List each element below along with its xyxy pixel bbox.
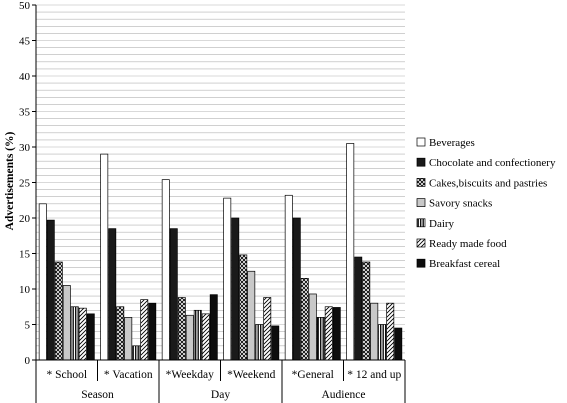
bar-cakes-biscuits-and-pastries-2 [177,297,186,361]
bar-beverages-0 [38,203,47,361]
bar-ready-made-food-3 [263,297,272,361]
y-tick-label: 35 [19,107,31,119]
bar-breakfast-cereal-5 [394,327,403,361]
bar-dairy-2 [193,309,202,361]
legend-label: Cakes,biscuits and pastries [429,177,547,189]
legend: Beverages Chocolate and confectionery Cake… [416,137,556,270]
y-tick-label: 0 [25,355,31,367]
legend-swatch [416,157,426,167]
category-label: *General [292,369,334,381]
bars [38,143,403,361]
bar-breakfast-cereal-3 [271,325,280,361]
bar-ready-made-food-5 [386,302,395,361]
axes: 0 5 10 15 20 25 30 35 40 45 50 * School * Vacation *W… [19,0,406,403]
bar-dairy-3 [255,324,264,361]
category-label: * Vacation [104,369,153,381]
bar-cakes-biscuits-and-pastries-3 [239,254,248,361]
category-label: *Weekend [227,369,275,381]
bar-dairy-0 [70,306,79,361]
bar-beverages-3 [223,197,232,361]
y-axis-title: Advertisements (%) [4,131,16,230]
legend-label: Ready made food [429,238,507,250]
y-tick-label: 30 [19,142,31,154]
category-label: *Weekday [166,369,214,381]
y-tick-label: 5 [25,320,31,332]
y-tick-label: 45 [19,36,31,48]
legend-label: Dairy [429,218,455,230]
bar-ready-made-food-2 [201,313,210,361]
bar-chocolate-and-confectionery-2 [169,228,178,361]
legend-swatch [416,258,426,268]
legend-label: Savory snacks [429,198,492,210]
bar-cakes-biscuits-and-pastries-0 [54,261,63,361]
bar-beverages-4 [284,194,293,361]
category-label: * School [46,369,87,381]
y-tick-label: 50 [19,0,31,12]
bar-ready-made-food-1 [140,299,149,361]
bar-cakes-biscuits-and-pastries-1 [116,306,125,361]
bar-savory-snacks-2 [185,314,194,361]
bar-chocolate-and-confectionery-0 [46,219,55,361]
category-label: * 12 and up [347,369,401,381]
group-label: Audience [321,389,365,401]
y-tick-label: 40 [19,71,31,83]
bar-cakes-biscuits-and-pastries-5 [362,261,371,361]
y-tick-label: 10 [19,284,31,296]
legend-swatch [416,198,426,207]
bar-chocolate-and-confectionery-5 [354,256,363,361]
bar-savory-snacks-3 [247,270,256,361]
bar-beverages-1 [100,153,109,361]
bar-dairy-4 [316,317,325,361]
y-tick-label: 25 [19,178,31,190]
bar-beverages-5 [346,143,355,361]
legend-swatch [416,238,426,248]
legend-swatch [416,218,426,228]
bar-breakfast-cereal-4 [332,307,341,361]
bar-cakes-biscuits-and-pastries-4 [300,278,309,361]
bar-chocolate-and-confectionery-3 [231,217,240,361]
y-tick-label: 15 [19,249,31,261]
bar-savory-snacks-1 [124,317,133,361]
bar-savory-snacks-4 [308,293,317,361]
bar-beverages-2 [161,179,170,361]
legend-swatch [416,178,426,187]
group-label: Day [211,389,230,401]
bar-chocolate-and-confectionery-1 [108,228,117,361]
bar-breakfast-cereal-1 [148,302,157,361]
bar-savory-snacks-5 [370,302,379,361]
legend-label: Beverages [429,137,475,149]
legend-label: Breakfast cereal [429,258,500,270]
bar-dairy-5 [378,324,387,361]
bar-chocolate-and-confectionery-4 [292,217,301,361]
y-tick-label: 20 [19,213,31,225]
bar-breakfast-cereal-2 [209,294,218,361]
group-label: Season [81,389,114,401]
bar-breakfast-cereal-0 [86,313,95,361]
bar-savory-snacks-0 [62,285,71,361]
bar-ready-made-food-0 [78,307,87,361]
legend-swatch [416,137,426,147]
grid-lines [36,4,405,361]
bar-ready-made-food-4 [324,306,333,361]
bar-dairy-1 [132,345,141,361]
legend-label: Chocolate and confectionery [429,157,556,169]
